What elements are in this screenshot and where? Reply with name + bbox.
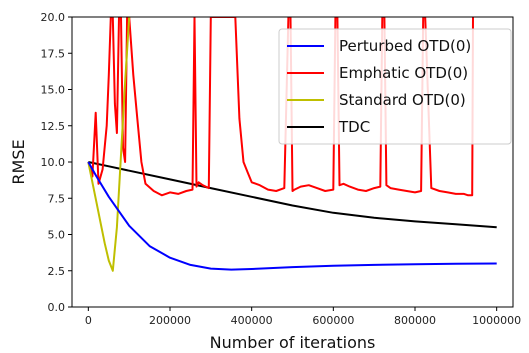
legend: Perturbed OTD(0) Emphatic OTD(0) Standard …: [279, 29, 511, 144]
legend-entry: Emphatic OTD(0): [339, 64, 468, 82]
y-tick-label: 15.0: [41, 84, 66, 97]
y-axis-label: RMSE: [9, 139, 28, 184]
y-tick-label: 20.0: [41, 11, 66, 24]
y-tick-label: 0.0: [48, 301, 66, 314]
x-tick-label: 400000: [231, 314, 273, 327]
y-tick-label: 10.0: [41, 156, 66, 169]
y-tick-label: 7.5: [48, 192, 66, 205]
y-tick-label: 5.0: [48, 229, 66, 242]
x-tick-label: 0: [85, 314, 92, 327]
legend-entry: TDC: [338, 118, 370, 136]
legend-entry: Standard OTD(0): [339, 91, 466, 109]
y-tick-label: 2.5: [48, 265, 66, 278]
y-tick-label: 12.5: [41, 120, 66, 133]
x-axis: 0 200000 400000 600000 800000 1000000: [85, 307, 521, 327]
y-axis: 0.0 2.5 5.0 7.5 10.0 12.5 15.0 17.5 20.0: [41, 11, 73, 314]
x-axis-label: Number of iterations: [210, 333, 376, 352]
x-tick-label: 600000: [312, 314, 354, 327]
x-tick-label: 200000: [149, 314, 191, 327]
x-tick-label: 1000000: [472, 314, 521, 327]
x-tick-label: 800000: [394, 314, 436, 327]
legend-entry: Perturbed OTD(0): [339, 37, 471, 55]
y-tick-label: 17.5: [41, 47, 66, 60]
